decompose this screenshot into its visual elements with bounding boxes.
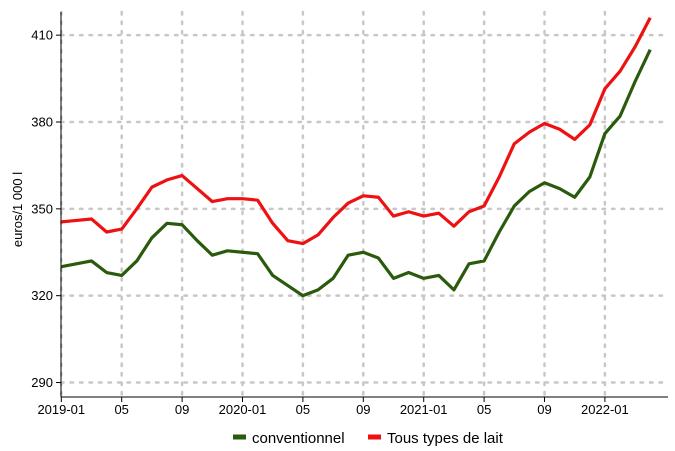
legend-swatch bbox=[233, 434, 246, 440]
y-tick-label: 350 bbox=[31, 201, 53, 216]
x-tick-label: 2022-01 bbox=[581, 402, 629, 417]
legend: conventionnel Tous types de lait bbox=[233, 430, 504, 447]
grid bbox=[59, 10, 670, 399]
x-tick-label: 05 bbox=[296, 402, 310, 417]
x-tick-label: 05 bbox=[114, 402, 128, 417]
y-tick-label: 380 bbox=[31, 115, 53, 130]
y-axis-title: euros/1 000 l bbox=[10, 172, 25, 247]
x-tick-label: 2021-01 bbox=[400, 402, 448, 417]
y-tick-label: 410 bbox=[31, 28, 53, 43]
x-tick-label: 2020-01 bbox=[219, 402, 267, 417]
legend-label: Tous types de lait bbox=[387, 430, 504, 447]
legend-swatch bbox=[368, 434, 381, 440]
y-axis-ticks: 290 320 350 380 410 bbox=[31, 28, 61, 390]
x-tick-label: 09 bbox=[537, 402, 551, 417]
series-line bbox=[61, 48, 652, 298]
legend-label: conventionnel bbox=[252, 430, 345, 447]
x-tick-label: 09 bbox=[175, 402, 189, 417]
y-tick-label: 290 bbox=[31, 375, 53, 390]
x-tick-label: 2019-01 bbox=[37, 402, 85, 417]
series-line bbox=[61, 17, 652, 246]
series-lines bbox=[61, 17, 652, 298]
x-axis-ticks: 2019-01 05 09 2020-01 05 09 2021-01 05 09 2022-01 bbox=[37, 397, 629, 417]
x-tick-label: 09 bbox=[356, 402, 370, 417]
x-tick-label: 05 bbox=[477, 402, 491, 417]
y-tick-label: 320 bbox=[31, 288, 53, 303]
